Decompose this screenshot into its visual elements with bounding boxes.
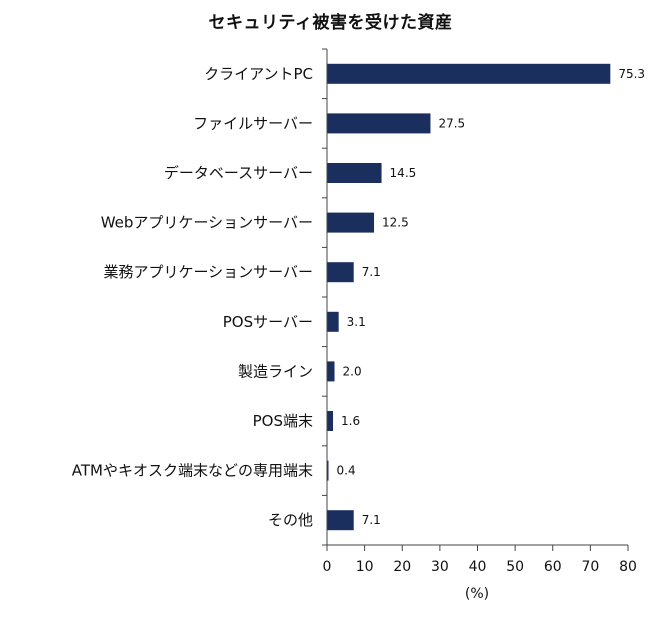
value-label: 14.5 <box>390 166 417 180</box>
x-tick-label: 30 <box>431 559 449 575</box>
x-axis-title: (%) <box>465 586 489 602</box>
x-tick-label: 70 <box>581 559 599 575</box>
x-tick-label: 80 <box>619 559 637 575</box>
x-tick-label: 20 <box>393 559 411 575</box>
value-label: 7.1 <box>362 265 381 279</box>
category-label: POS端末 <box>253 412 313 430</box>
bar <box>327 460 329 481</box>
value-label: 12.5 <box>382 216 409 230</box>
category-label: POSサーバー <box>223 313 313 331</box>
category-label: その他 <box>268 511 313 529</box>
chart-title: セキュリティ被害を受けた資産 <box>208 13 453 33</box>
value-label: 0.4 <box>337 464 356 478</box>
category-label: ATMやキオスク端末などの専用端末 <box>72 462 313 480</box>
x-tick-label: 0 <box>323 559 332 575</box>
value-label: 3.1 <box>347 315 366 329</box>
x-tick-label: 40 <box>469 559 487 575</box>
value-label: 75.3 <box>618 67 645 81</box>
bar <box>327 411 334 431</box>
value-label: 7.1 <box>362 513 381 527</box>
bar <box>327 113 431 134</box>
x-tick-label: 60 <box>544 559 562 575</box>
bar <box>327 262 354 283</box>
bar <box>327 361 335 382</box>
x-tick-label: 50 <box>506 559 524 575</box>
category-label: データベースサーバー <box>164 164 313 182</box>
bar <box>327 510 354 531</box>
category-label: ファイルサーバー <box>193 114 313 132</box>
category-label: 業務アプリケーションサーバー <box>103 263 313 281</box>
value-label: 1.6 <box>341 414 360 428</box>
bar <box>327 311 339 332</box>
category-label: 製造ライン <box>238 362 313 380</box>
category-label: Webアプリケーションサーバー <box>101 214 313 232</box>
x-tick-label: 10 <box>356 559 374 575</box>
category-label: クライアントPC <box>204 65 313 83</box>
bar <box>327 163 382 183</box>
bar <box>327 63 611 84</box>
bar <box>327 212 375 233</box>
value-label: 27.5 <box>438 116 465 130</box>
value-label: 2.0 <box>343 364 362 378</box>
